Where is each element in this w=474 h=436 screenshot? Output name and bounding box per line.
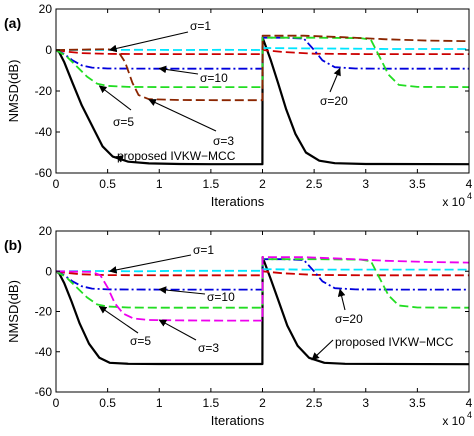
panel-label: (a) <box>4 15 21 31</box>
y-tick-label: -60 <box>35 385 53 399</box>
annotation-arrow <box>98 306 139 334</box>
annotation-arrow <box>108 31 189 53</box>
y-tick-label: -40 <box>35 125 53 139</box>
x-tick-label: 0 <box>53 396 60 410</box>
annotation-label: σ=20 <box>320 94 348 108</box>
series-line-6 <box>56 34 469 102</box>
chart-panels: 0 0.5 1 1.5 2 2.5 3 3.5 4200-20-40-60IterationsN… <box>4 2 473 428</box>
x-tick-label: 3.5 <box>409 177 426 191</box>
x-tick-label: 1 <box>156 177 163 191</box>
y-tick-label: -60 <box>35 166 53 180</box>
x-tick-label: 1.5 <box>203 177 220 191</box>
annotation-arrow <box>158 319 197 341</box>
x-tick-label: 0.5 <box>99 177 116 191</box>
annotation-label: σ=10 <box>207 290 235 304</box>
y-tick-label: -40 <box>35 345 53 359</box>
x-tick-label: 3 <box>362 177 369 191</box>
annotation-arrow <box>98 85 132 111</box>
x-tick-label: 2.5 <box>306 177 323 191</box>
x-tick-label: 2 <box>259 396 266 410</box>
x-tick-label: 0.5 <box>99 396 116 410</box>
y-tick-label: 20 <box>39 224 53 238</box>
x-tick-label: 0 <box>53 177 60 191</box>
x-tick-label: 2.5 <box>306 396 323 410</box>
chart-panel-b: 0 0.5 1 1.5 2 2.5 3 3.5 4 20 0 -20 -40 -60 Iterations N… <box>4 224 473 428</box>
annotation-arrow <box>148 99 217 132</box>
y-tick-label: 0 <box>45 264 52 278</box>
annotation-arrow <box>311 339 334 361</box>
y-axis-label: NMSD(dB) <box>6 280 21 343</box>
series-group <box>56 34 469 166</box>
series-line-1 <box>56 256 469 366</box>
x-tick-label: 1 <box>156 396 163 410</box>
series-line-1 <box>56 36 469 166</box>
x-tick-label: 4 <box>466 396 473 410</box>
x-multiplier-label: x 10 <box>442 195 465 209</box>
y-axis-label: NMSD(dB) <box>6 60 21 123</box>
y-tick-label: -20 <box>35 305 53 319</box>
x-tick-label: 3 <box>362 396 369 410</box>
annotation-label: σ=20 <box>335 312 363 326</box>
x-tick-label: 1.5 <box>203 396 220 410</box>
series-line-2 <box>56 47 469 51</box>
x-tick-label: 4 <box>466 177 473 191</box>
x-axis-label: Iterations <box>211 194 265 209</box>
y-tick-label: -20 <box>35 84 53 98</box>
x-multiplier-exponent: 4 <box>467 191 472 201</box>
annotation-label: proposed IVKW−MCC <box>335 335 454 349</box>
annotation-arrow <box>329 67 341 93</box>
series-line-3 <box>56 270 469 277</box>
y-tick-label: 0 <box>45 43 52 57</box>
annotation-arrow <box>158 286 206 295</box>
series-group <box>56 256 469 366</box>
annotation-label: σ=5 <box>113 115 134 129</box>
x-axis-label: Iterations <box>211 413 265 428</box>
chart-panel-a: 0 0.5 1 1.5 2 2.5 3 3.5 4 20 0 -20 -40 -60 Iterations N… <box>4 2 473 209</box>
series-line-2 <box>56 268 469 273</box>
annotation-label: proposed IVKW−MCC <box>117 149 236 163</box>
series-line-3 <box>56 49 469 55</box>
x-multiplier-exponent: 4 <box>467 410 472 420</box>
annotation-arrow <box>158 65 199 75</box>
annotation-label: σ=5 <box>130 334 151 348</box>
annotation-label: σ=10 <box>200 71 228 85</box>
annotation-arrow <box>337 288 346 311</box>
series-line-6 <box>56 256 469 322</box>
y-tick-label: 20 <box>39 2 53 16</box>
annotation-arrow <box>108 254 192 274</box>
annotation-label: σ=3 <box>198 341 219 355</box>
x-tick-label: 2 <box>259 177 266 191</box>
annotation-label: σ=3 <box>213 134 234 148</box>
panel-label: (b) <box>4 237 22 253</box>
x-multiplier-label: x 10 <box>442 414 465 428</box>
annotation-label: σ=1 <box>190 19 211 33</box>
series-line-5 <box>56 36 469 88</box>
x-tick-label: 3.5 <box>409 396 426 410</box>
annotation-label: σ=1 <box>193 243 214 257</box>
